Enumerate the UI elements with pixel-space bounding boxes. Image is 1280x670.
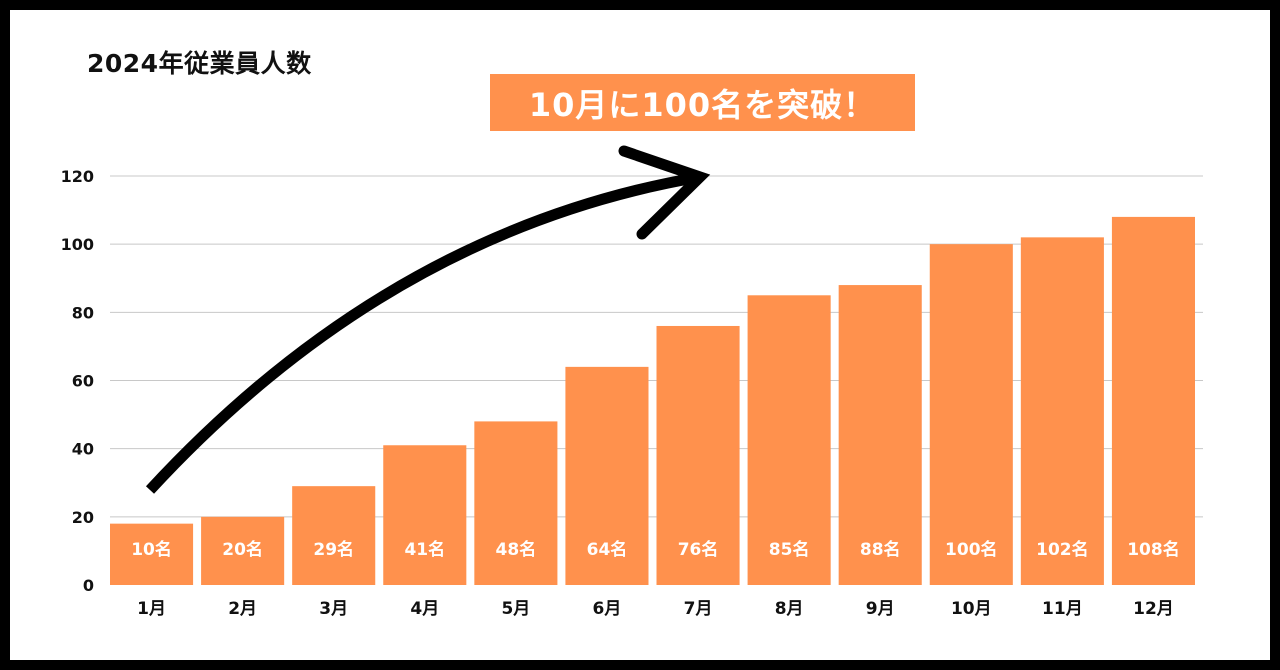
x-tick-label: 1月 [137, 599, 166, 619]
bar [565, 366, 649, 585]
bar [474, 421, 558, 585]
arrow-head-icon [618, 145, 711, 240]
data-label: 29名 [313, 539, 354, 560]
bars: 10名 20名 29名 41名 48名 64名 76名 85名 88名 100名 102名 108名 [110, 216, 1195, 585]
x-tick-label: 8月 [775, 599, 804, 619]
data-label: 76名 [678, 539, 719, 560]
bar [201, 516, 285, 585]
data-label: 41名 [404, 539, 445, 560]
x-tick-label: 7月 [684, 599, 713, 619]
milestone-callout: 10月に100名を突破！ [490, 74, 915, 131]
chart-title: 2024年従業員人数 [87, 49, 312, 78]
x-tick-label: 3月 [319, 599, 348, 619]
bar [292, 486, 376, 585]
x-tick-label: 11月 [1042, 599, 1083, 619]
x-tick-label: 5月 [501, 599, 530, 619]
y-tick-label: 100 [61, 235, 94, 254]
y-tick-label: 60 [72, 372, 94, 391]
x-axis-ticks: 1月 2月 3月 4月 5月 6月 7月 8月 9月 10月 11月 12月 [137, 599, 1174, 619]
y-axis-ticks: 0 20 40 60 80 100 120 [61, 167, 94, 595]
data-label: 48名 [496, 539, 537, 560]
data-label: 64名 [587, 539, 628, 560]
y-tick-label: 20 [72, 508, 94, 527]
bar-chart: 10名 20名 29名 41名 48名 64名 76名 85名 88名 100名 102名 108名 … [61, 145, 1203, 619]
y-tick-label: 120 [61, 167, 94, 186]
bar [929, 244, 1013, 585]
x-tick-label: 12月 [1133, 599, 1174, 619]
growth-arrow-icon [145, 171, 701, 494]
x-tick-label: 4月 [410, 599, 439, 619]
data-label: 10名 [131, 539, 172, 560]
x-tick-label: 9月 [866, 599, 895, 619]
y-tick-label: 80 [72, 303, 94, 322]
data-label: 85名 [769, 539, 810, 560]
bar [110, 523, 194, 585]
y-tick-label: 0 [83, 576, 94, 595]
x-tick-label: 2月 [228, 599, 257, 619]
bar [1111, 216, 1195, 585]
data-label: 108名 [1127, 539, 1180, 560]
chart-frame: 2024年従業員人数 10名 20名 29名 41名 48名 64名 76名 85名 88名 10… [10, 10, 1270, 660]
data-label: 20名 [222, 539, 263, 560]
bar [656, 325, 740, 585]
data-label: 100名 [945, 539, 998, 560]
bar [383, 445, 467, 585]
y-tick-label: 40 [72, 440, 94, 459]
x-tick-label: 6月 [593, 599, 622, 619]
bar [747, 295, 831, 585]
data-label: 88名 [860, 539, 901, 560]
bar [838, 285, 922, 585]
bar [1020, 237, 1104, 585]
data-label: 102名 [1036, 539, 1089, 560]
x-tick-label: 10月 [951, 599, 992, 619]
